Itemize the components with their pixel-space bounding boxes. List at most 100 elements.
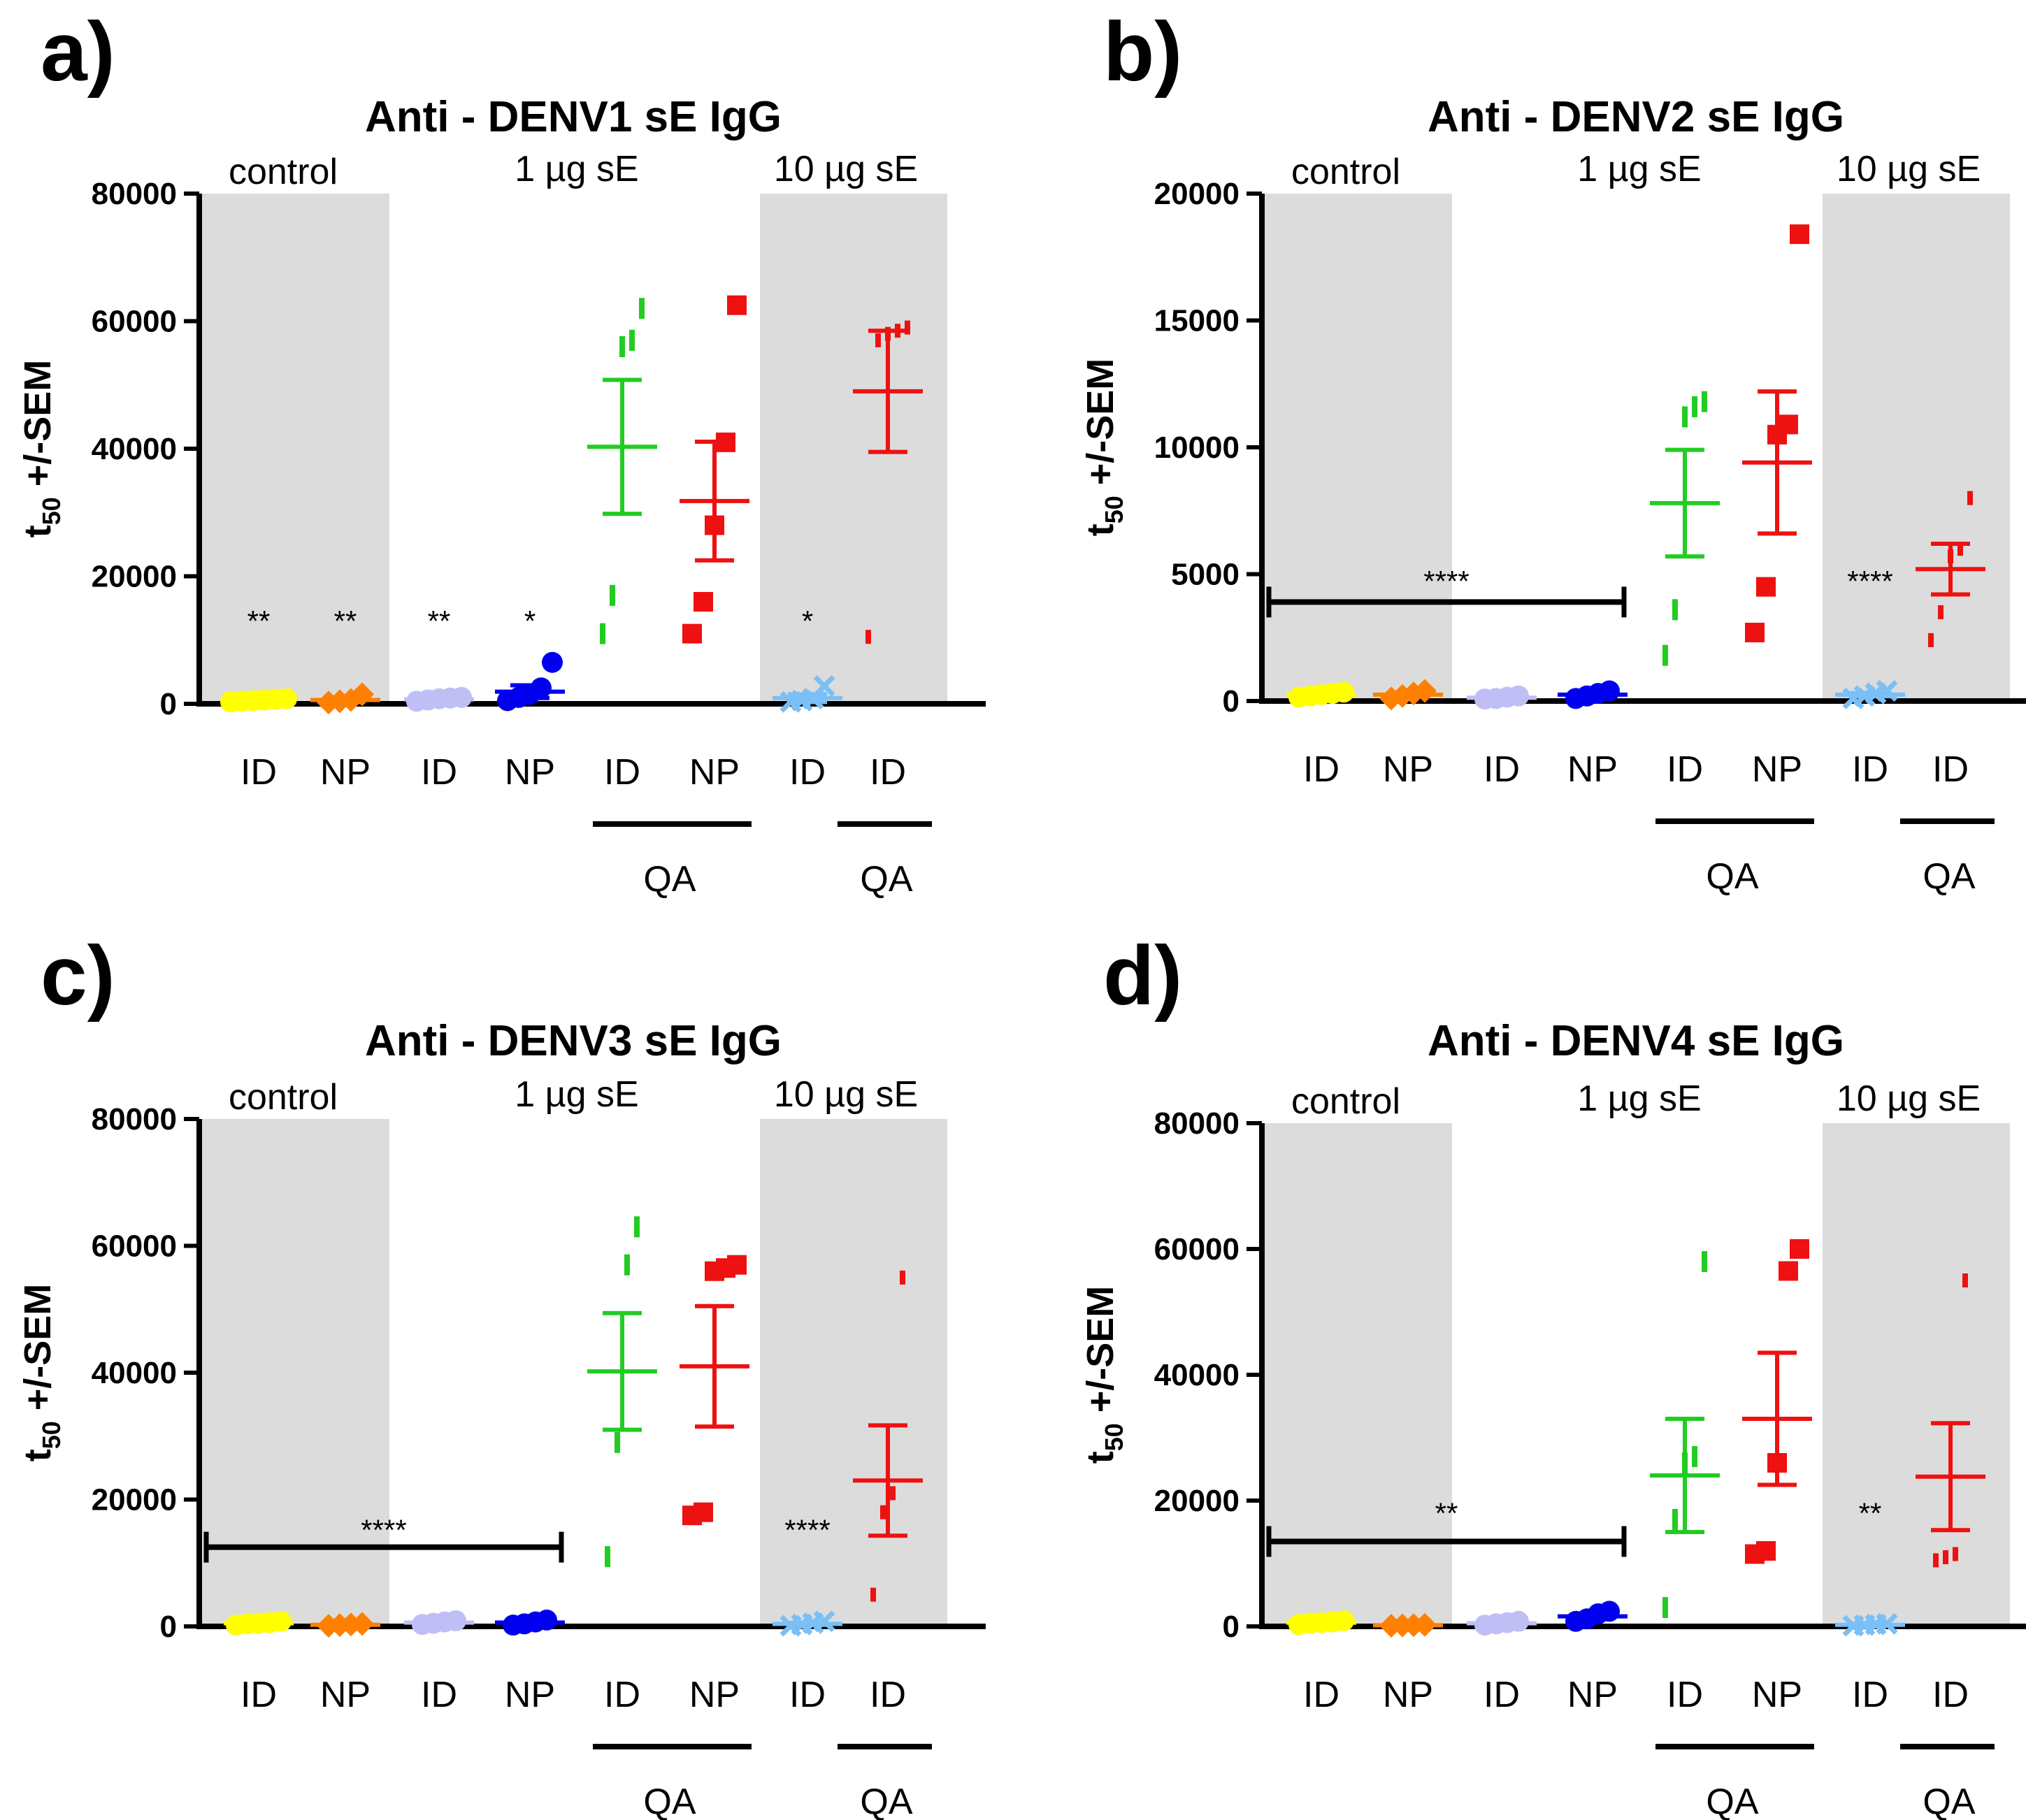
group-label-1ug: 1 µg sE	[1577, 149, 1701, 189]
panel-letter: b)	[1103, 5, 1182, 99]
chart-title: Anti - DENV3 sE IgG	[365, 1017, 782, 1065]
y-tick-label: 60000	[92, 305, 177, 339]
series-1	[1286, 681, 1356, 708]
qa-label-2: QA	[1923, 1782, 1975, 1820]
category-label: ID	[1667, 749, 1703, 790]
y-tick-label: 0	[1223, 1610, 1240, 1644]
series-7	[773, 1610, 842, 1637]
series-6	[680, 1255, 749, 1526]
series-4	[495, 1609, 565, 1636]
data-point	[600, 623, 605, 644]
y-axis-label: t50 +/-SEM	[1079, 359, 1128, 537]
ylabel-suffix: +/-SEM	[17, 1284, 59, 1422]
data-point	[1662, 644, 1668, 666]
data-point	[727, 1255, 747, 1275]
shaded-band-2	[1823, 194, 2010, 701]
category-label: NP	[1567, 1675, 1618, 1715]
qa-label-1: QA	[643, 1782, 696, 1820]
y-axis-label: t50 +/-SEM	[17, 1284, 66, 1462]
data-point	[1779, 414, 1798, 435]
significance-label: **	[1859, 1497, 1882, 1530]
data-point	[1756, 1541, 1776, 1561]
ylabel-subscript: 50	[1100, 1423, 1128, 1451]
significance-label: **	[247, 605, 271, 637]
panel-letter: a)	[41, 5, 115, 99]
y-tick-label: 0	[160, 1610, 177, 1644]
y-tick-label: 40000	[92, 432, 177, 466]
data-point	[694, 1502, 713, 1522]
significance-label: ****	[1423, 565, 1469, 598]
shaded-band-1	[199, 1119, 389, 1626]
category-label: ID	[604, 1675, 640, 1715]
significance-label: *	[524, 605, 536, 637]
data-point	[542, 651, 563, 673]
group-label-control: control	[229, 152, 338, 192]
series-6	[680, 295, 749, 644]
panel-letter: d)	[1103, 929, 1182, 1023]
y-axis-label: t50 +/-SEM	[17, 360, 66, 538]
category-label: ID	[1303, 749, 1339, 790]
series-4	[1558, 680, 1628, 709]
series-8	[853, 1270, 923, 1602]
panel-2: b) Anti - DENV2 sE IgG control 1 µg sE 10 µg…	[1079, 5, 2026, 897]
category-label: NP	[1383, 1675, 1433, 1715]
y-tick-label: 40000	[92, 1356, 177, 1390]
ylabel-main: t	[17, 525, 59, 537]
y-tick-label: 40000	[1154, 1358, 1240, 1392]
y-tick-label: 20000	[1154, 177, 1240, 211]
data-point	[1702, 1251, 1707, 1272]
category-label: ID	[789, 1675, 826, 1715]
data-point	[1745, 622, 1765, 642]
data-point	[875, 333, 881, 347]
category-label: ID	[1483, 1675, 1520, 1715]
series-3	[404, 686, 474, 712]
data-point	[1957, 542, 1963, 556]
data-point	[1672, 599, 1678, 621]
series-6	[1742, 1239, 1812, 1564]
category-label: ID	[870, 752, 906, 793]
data-point	[1790, 1239, 1809, 1259]
ylabel-subscript: 50	[37, 1421, 66, 1449]
ylabel-main: t	[1079, 1451, 1121, 1464]
data-point	[682, 623, 702, 644]
category-label: ID	[604, 752, 640, 793]
chart-title: Anti - DENV1 sE IgG	[365, 93, 782, 141]
data-point	[615, 1431, 620, 1453]
category-label: ID	[1932, 749, 1969, 790]
series-8	[1916, 491, 1985, 647]
data-point	[813, 674, 835, 697]
category-label: ID	[1932, 1675, 1969, 1715]
data-point	[1702, 391, 1707, 412]
qa-label-2: QA	[860, 1782, 912, 1820]
data-point	[1692, 1446, 1697, 1467]
series-2	[1373, 679, 1443, 711]
y-axis-label: t50 +/-SEM	[1079, 1286, 1128, 1464]
data-point	[624, 1254, 630, 1276]
category-label: ID	[240, 752, 277, 793]
data-point	[865, 630, 871, 644]
data-point	[1682, 406, 1688, 428]
data-point	[1756, 577, 1776, 597]
significance-label: ****	[1847, 565, 1892, 598]
ylabel-suffix: +/-SEM	[1079, 359, 1121, 496]
series-7	[1835, 1612, 1905, 1637]
significance-label: **	[334, 605, 357, 637]
data-point	[1779, 1261, 1798, 1281]
y-tick-label: 0	[1223, 684, 1240, 718]
data-point	[639, 298, 645, 319]
category-label: NP	[1752, 1675, 1802, 1715]
data-point	[1962, 1273, 1968, 1287]
data-point	[1938, 605, 1944, 619]
series-2	[310, 1612, 380, 1638]
data-point	[900, 1270, 905, 1285]
category-label: ID	[1667, 1675, 1703, 1715]
data-point	[1933, 1553, 1939, 1568]
data-point	[619, 336, 625, 357]
series-5	[587, 1216, 657, 1568]
series-3	[404, 1610, 474, 1635]
shaded-band-1	[1262, 194, 1452, 701]
series-5	[1650, 1251, 1720, 1618]
category-label: ID	[1483, 749, 1520, 790]
group-label-10ug: 10 µg sE	[1837, 1078, 1981, 1119]
